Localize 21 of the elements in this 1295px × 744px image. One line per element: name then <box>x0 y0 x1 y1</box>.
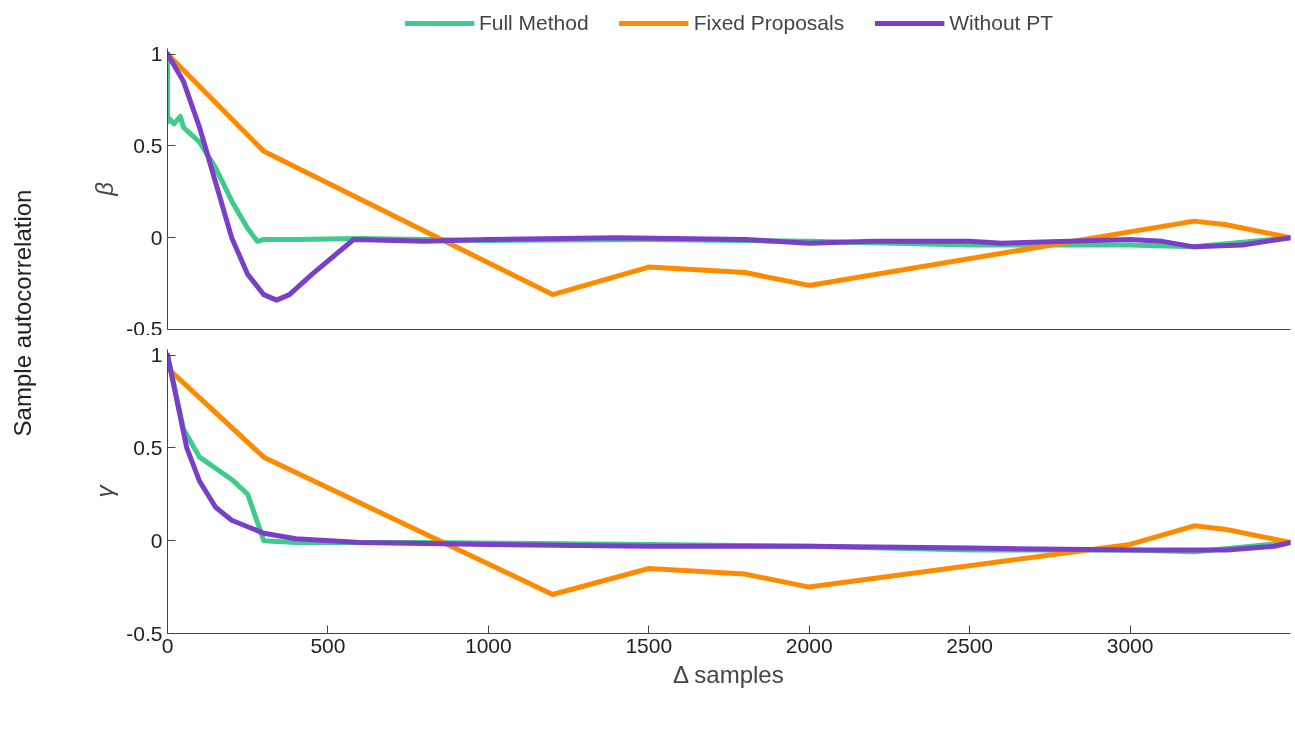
y-tick-label: 0.5 <box>133 435 163 459</box>
x-tick-label: 500 <box>310 633 346 657</box>
y-tick-label: 0 <box>150 528 163 552</box>
y-tick-label: 0 <box>150 225 163 249</box>
legend-label: Fixed Proposals <box>693 10 845 35</box>
y-tick-label: 1 <box>150 343 163 367</box>
legend-label: Full Method <box>478 10 589 35</box>
x-tick-label: 3000 <box>1106 633 1154 657</box>
legend-label: Without PT <box>949 10 1054 35</box>
y-axis-title: γ <box>91 483 119 498</box>
y-tick-label: -0.5 <box>126 621 163 645</box>
x-tick-label: 2000 <box>785 633 833 657</box>
y-tick-label: 0.5 <box>133 133 163 157</box>
y-axis-title: β <box>91 181 119 197</box>
y-tick-label: 1 <box>150 42 163 66</box>
text: Sample autocorrelation <box>9 189 36 437</box>
x-tick-label: 2500 <box>946 633 993 657</box>
x-axis-title: Δ samples <box>672 660 784 688</box>
x-tick-label: 1500 <box>625 633 673 657</box>
y-tick-label: -0.5 <box>126 316 163 340</box>
x-tick-label: 1000 <box>465 633 512 657</box>
